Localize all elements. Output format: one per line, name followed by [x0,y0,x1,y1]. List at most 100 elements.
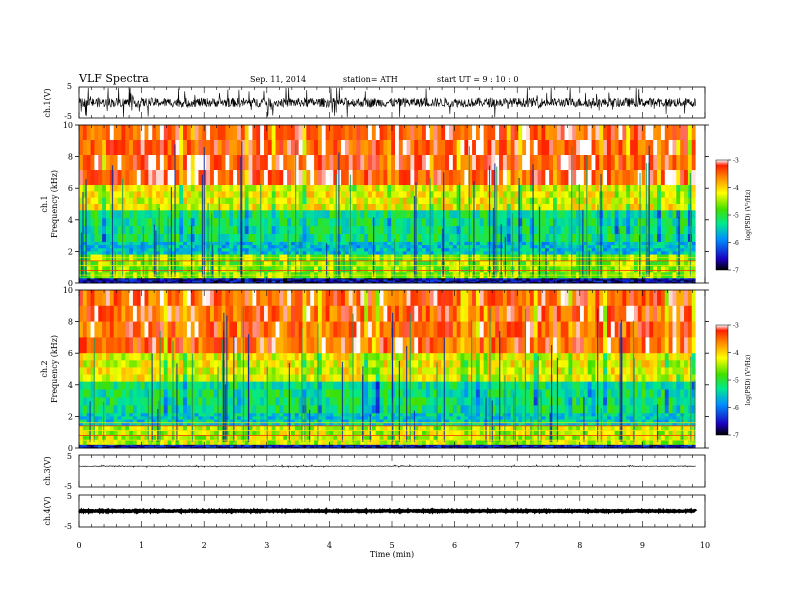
spectrogram-cell [633,197,639,205]
spectrogram-cell [102,251,107,255]
spectrogram-cell [233,125,238,141]
spectrogram-cell [132,125,138,141]
spectrogram-cell [653,234,658,243]
spectrogram-cell [121,374,126,383]
spectrogram-cell [105,435,111,441]
spectrogram-cell [136,305,142,322]
spectrogram-cell [229,185,234,192]
spectrogram-cell [125,381,130,390]
spectrogram-cell [341,251,346,255]
spectrogram-cell [529,125,535,141]
spectrogram-cell [275,218,280,227]
spectrogram-cell [217,280,222,283]
spectrogram-cell [156,125,161,141]
colorbar-tick-label: -4 [733,185,739,192]
spectrogram-cell [603,260,608,267]
spectrogram-cell [136,241,142,246]
spectrogram-cell [460,279,465,282]
spectrogram-cell [506,218,512,227]
spectrogram-cell [560,125,565,141]
spectrogram-cell [105,210,111,219]
spectrogram-cell [98,419,103,424]
spectrogram-cell [664,191,670,199]
ch1-colorbar-gradient [715,159,729,271]
spectrogram-cell [545,197,550,205]
spectrogram-cell [175,280,180,283]
spectrogram-cell [452,278,458,280]
spectrogram-cell [244,290,249,307]
spectrogram-cell [240,185,246,192]
spectrogram-cell [672,279,677,282]
spectrogram-cell [560,266,565,273]
spectrogram-cell [144,197,149,205]
spectrogram-streak [326,243,328,277]
spectrogram-cell [82,125,88,141]
spectrogram-cell [213,260,219,267]
spectrogram-cell [148,422,153,427]
spectrogram-cell [159,389,165,398]
spectrogram-cell [568,260,573,267]
spectrogram-cell [183,425,188,432]
spectrogram-cell [541,191,546,199]
spectrogram-cell [479,218,485,227]
spectrogram-cell [167,260,172,267]
spectrogram-cell [545,210,550,219]
spectrogram-cell [529,234,535,243]
spectrogram-cell [267,218,273,227]
spectrogram-cell [94,353,99,361]
spectrogram-cell [603,241,608,246]
spectrogram-cell [549,251,554,255]
spectrogram-cell [645,278,650,280]
spectrogram-cell [179,251,184,255]
spectrogram-cell [125,435,130,441]
spectrogram-cell [506,191,512,199]
spectrogram-cell [645,266,650,273]
spectrogram-cell [171,279,176,282]
spectrogram-cell [664,280,670,283]
spectrogram-cell [580,204,585,211]
spectrogram-cell [572,280,577,283]
spectrogram-cell [352,155,357,171]
spectrogram-cell [610,278,616,280]
spectrogram-cell [79,419,84,424]
spectrogram-cell [252,251,257,255]
spectrogram-cell [186,245,192,249]
spectrogram-cell [233,251,238,255]
spectrogram-cell [364,234,369,243]
spectrogram-cell [533,218,538,227]
spectrogram-cell [329,279,334,282]
spectrogram-streak [295,142,297,277]
spectrogram-cell [213,241,219,246]
spectrogram-cell [171,422,176,427]
spectrogram-cell [267,155,273,171]
spectrogram-cell [317,170,323,186]
spectrogram-cell [483,226,488,235]
spectrogram-cell [448,248,454,252]
spectrogram-cell [314,260,319,267]
spectrogram-cell [152,140,157,156]
spectrogram-cell [591,279,596,282]
spectrogram-cell [167,397,172,406]
spectrogram-cell [321,248,327,252]
spectrogram-cell [183,204,188,211]
spectrogram-cell [387,140,392,156]
spectrogram-cell [680,260,685,267]
spectrogram-cell [314,234,319,243]
spectrogram-cell [167,210,172,219]
spectrogram-cell [452,266,458,273]
spectrogram-cell [460,241,465,246]
spectrogram-cell [125,374,130,383]
spectrogram-cell [526,248,531,252]
spectrogram-cell [213,360,219,368]
spectrogram-cell [364,170,369,186]
spectrogram-cell [152,290,157,307]
spectrogram-cell [117,234,122,243]
spectrogram-cell [576,278,581,280]
spectrogram-streak [545,248,547,277]
spectrogram-cell [129,367,134,375]
spectrogram-cell [298,140,303,156]
figure-title: VLF Spectra [78,72,149,85]
spectrogram-cell [136,185,142,192]
spectrogram-cell [456,185,461,192]
spectrogram-streak [114,251,116,277]
